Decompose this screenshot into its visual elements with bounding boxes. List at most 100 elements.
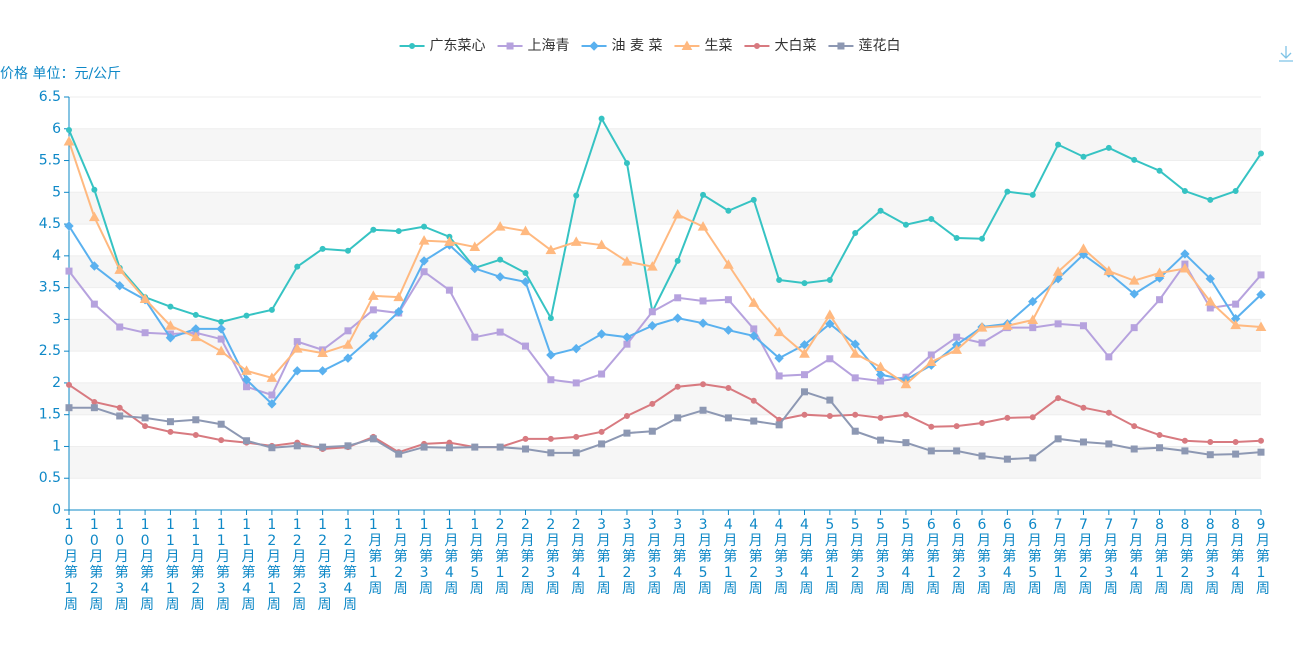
y-tick-label: 6.5 (39, 89, 61, 105)
point (142, 423, 149, 430)
point (1029, 191, 1036, 198)
x-tick-label: 5月第1周 (824, 517, 839, 597)
point (775, 421, 783, 429)
point (1029, 324, 1037, 332)
series-line (68, 116, 1262, 323)
download-icon[interactable] (1279, 46, 1293, 62)
point (852, 411, 859, 418)
grid-band (69, 255, 1261, 288)
y-tick-label: 1.5 (39, 407, 61, 423)
point (1079, 322, 1087, 330)
point (420, 443, 428, 451)
point (89, 211, 100, 222)
point (1257, 448, 1265, 456)
point (1206, 304, 1214, 312)
point (395, 450, 403, 458)
x-tick-label: 10月第3周 (114, 517, 129, 613)
x-tick-label: 9月第1周 (1256, 517, 1270, 597)
point (192, 416, 200, 424)
point (1258, 150, 1264, 157)
point (925, 356, 937, 366)
y-tick-label: 4 (52, 248, 61, 264)
y-tick-label: 0 (52, 502, 61, 518)
point (570, 236, 582, 246)
point (753, 43, 760, 49)
y-tick-label: 4.5 (39, 216, 61, 232)
point (672, 209, 684, 219)
point (545, 244, 557, 255)
point (750, 417, 758, 425)
x-tick-label: 4月第1周 (723, 517, 738, 597)
point (368, 331, 379, 341)
y-tick-label: 3 (52, 311, 61, 327)
point (750, 196, 757, 203)
point (1004, 414, 1011, 421)
point (294, 263, 301, 270)
point (773, 326, 785, 337)
point (1028, 296, 1038, 307)
point (800, 371, 808, 379)
point (1207, 439, 1214, 446)
point (647, 321, 658, 331)
point (1080, 153, 1087, 160)
point (598, 115, 605, 122)
point (470, 263, 480, 274)
point (141, 329, 149, 337)
x-tick-label: 1月第5周 (469, 517, 484, 597)
point (1002, 320, 1013, 330)
y-tick-label: 6 (52, 121, 61, 137)
point (851, 427, 859, 435)
point (875, 369, 886, 380)
point (1181, 437, 1188, 444)
x-tick-label: 10月第1周 (64, 517, 78, 613)
point (774, 353, 784, 363)
point (850, 339, 860, 349)
point (953, 235, 960, 242)
x-tick-label: 8月第3周 (1205, 517, 1220, 597)
point (623, 340, 631, 348)
point (1054, 320, 1062, 328)
point (672, 313, 683, 323)
point (1129, 289, 1139, 299)
point (852, 229, 859, 236)
point (800, 388, 808, 396)
point (317, 347, 328, 358)
point (471, 333, 479, 341)
x-tick-label: 5月第2周 (850, 517, 865, 597)
point (343, 353, 353, 363)
point (241, 375, 252, 385)
x-tick-label: 6月第1周 (926, 517, 941, 597)
point (192, 311, 199, 318)
point (1079, 438, 1087, 446)
legend-label: 莲花白 (858, 38, 900, 54)
point (116, 412, 124, 420)
point (1131, 423, 1138, 430)
legend-label: 油 麦 菜 (612, 38, 663, 54)
point (1105, 409, 1112, 416)
point (471, 443, 479, 451)
series-line (69, 390, 1262, 461)
point (826, 412, 833, 419)
legend-item: 油 麦 菜 (581, 38, 663, 54)
point (192, 432, 199, 439)
point (90, 404, 98, 412)
y-tick-label: 0.5 (39, 470, 61, 486)
legend-item: 生菜 (674, 38, 732, 54)
point (547, 435, 554, 442)
point (342, 339, 354, 349)
point (1205, 274, 1215, 284)
point (165, 320, 176, 330)
point (1130, 324, 1138, 332)
y-tick-label: 2.5 (39, 343, 61, 359)
x-tick-label: 6月第5周 (1027, 517, 1042, 597)
point (393, 307, 404, 317)
point (370, 226, 377, 233)
x-tick-label: 1月第1周 (368, 517, 383, 597)
point (1257, 271, 1265, 279)
x-tick-label: 12月第2周 (292, 517, 307, 613)
x-tick-label: 3月第3周 (647, 517, 662, 597)
point (1078, 243, 1089, 253)
point (268, 444, 276, 452)
point (927, 447, 935, 455)
